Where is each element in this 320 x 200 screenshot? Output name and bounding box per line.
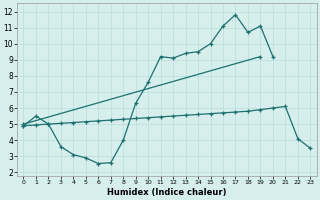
X-axis label: Humidex (Indice chaleur): Humidex (Indice chaleur): [107, 188, 227, 197]
